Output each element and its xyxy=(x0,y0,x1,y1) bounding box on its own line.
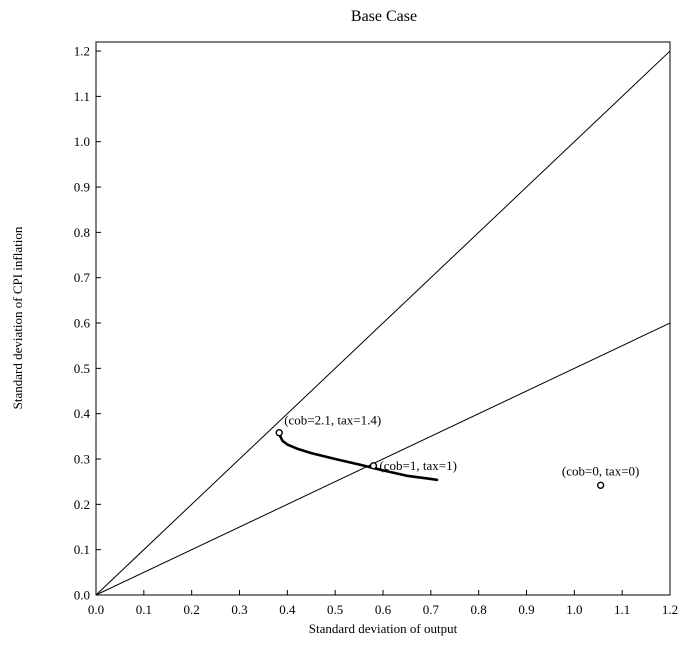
x-tick-label: 1.2 xyxy=(662,602,678,617)
y-axis-label: Standard deviation of CPI inflation xyxy=(10,226,25,409)
reference-ray-line xyxy=(95,322,671,596)
data-point-marker xyxy=(275,429,283,437)
data-point-marker xyxy=(369,462,378,470)
frontier-series-line xyxy=(277,432,439,482)
y-tick-label: 0.5 xyxy=(74,361,90,376)
y-tick-label: 0.0 xyxy=(74,588,90,603)
chart-title: Base Case xyxy=(351,8,417,25)
x-tick-label: 0.7 xyxy=(423,602,440,617)
y-tick-label: 1.2 xyxy=(74,44,90,59)
x-tick-label: 0.2 xyxy=(184,602,200,617)
y-tick-label: 1.1 xyxy=(74,89,90,104)
y-tick-label: 0.8 xyxy=(74,225,90,240)
y-tick-label: 0.2 xyxy=(74,497,90,512)
data-point-marker xyxy=(596,481,605,490)
y-tick-label: 0.7 xyxy=(74,270,91,285)
point-annotation: (cob=1, tax=1) xyxy=(379,458,456,473)
x-axis: 0.0 0.1 0.2 0.3 0.4 0.5 0.6 0.7 0.8 0.9 1.0 1.1 1.2 xyxy=(88,590,678,617)
y-tick-label: 0.3 xyxy=(74,452,90,467)
y-tick-label: 0.4 xyxy=(74,406,91,421)
points-layer: (cob=2.1, tax=1.4) (cob=1, tax=1) (cob=0, … xyxy=(275,413,639,490)
point-annotation: (cob=0, tax=0) xyxy=(562,463,639,478)
y-tick-label: 0.6 xyxy=(74,316,91,331)
x-axis-label: Standard deviation of output xyxy=(309,621,458,636)
plot-frame xyxy=(95,41,671,596)
point-annotation: (cob=2.1, tax=1.4) xyxy=(284,413,381,428)
x-tick-label: 0.3 xyxy=(231,602,247,617)
x-tick-label: 0.4 xyxy=(279,602,296,617)
x-tick-label: 0.6 xyxy=(375,602,392,617)
x-tick-label: 1.1 xyxy=(614,602,630,617)
y-tick-label: 0.9 xyxy=(74,180,90,195)
y-tick-label: 0.1 xyxy=(74,542,90,557)
series-layer xyxy=(95,50,671,596)
x-tick-label: 0.1 xyxy=(136,602,152,617)
reference-ray-line xyxy=(95,50,671,596)
x-tick-label: 1.0 xyxy=(566,602,582,617)
y-axis: 0.0 0.1 0.2 0.3 0.4 0.5 0.6 0.7 0.8 0.9 1.0 1.1 1.2 xyxy=(74,44,101,603)
x-tick-label: 0.9 xyxy=(518,602,534,617)
x-tick-label: 0.8 xyxy=(471,602,487,617)
x-tick-label: 0.0 xyxy=(88,602,104,617)
x-tick-label: 0.5 xyxy=(327,602,343,617)
y-tick-label: 1.0 xyxy=(74,134,90,149)
plot-area xyxy=(95,41,671,596)
